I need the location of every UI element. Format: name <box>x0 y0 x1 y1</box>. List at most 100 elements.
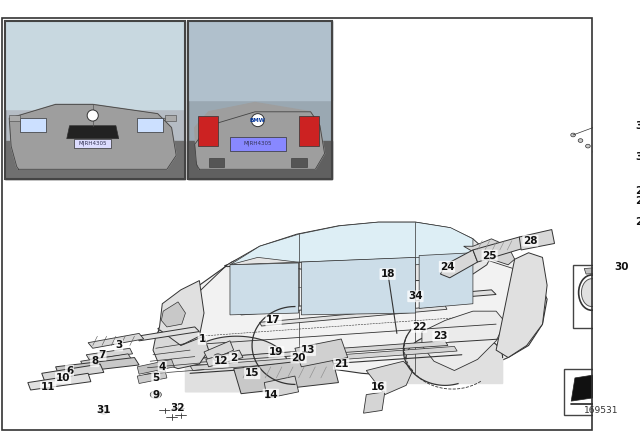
Polygon shape <box>584 267 612 274</box>
Polygon shape <box>26 118 167 132</box>
Text: 33: 33 <box>636 121 640 131</box>
Polygon shape <box>301 258 415 315</box>
Polygon shape <box>42 364 104 381</box>
Polygon shape <box>81 354 132 367</box>
Ellipse shape <box>150 391 161 398</box>
Polygon shape <box>601 196 613 206</box>
Ellipse shape <box>99 407 109 414</box>
Polygon shape <box>195 103 324 169</box>
Text: BMW: BMW <box>250 118 266 123</box>
Text: 15: 15 <box>245 368 259 378</box>
Polygon shape <box>239 290 496 315</box>
Polygon shape <box>496 253 547 358</box>
Text: 5: 5 <box>152 373 159 383</box>
Text: 32: 32 <box>171 403 186 413</box>
Text: 11: 11 <box>41 382 56 392</box>
Text: 23: 23 <box>433 331 448 341</box>
Polygon shape <box>291 158 307 167</box>
Polygon shape <box>230 137 285 151</box>
Bar <box>564 369 638 415</box>
Polygon shape <box>161 302 186 327</box>
Text: 4: 4 <box>159 362 166 372</box>
Text: 18: 18 <box>380 269 395 279</box>
Text: 9: 9 <box>152 390 159 400</box>
Polygon shape <box>186 336 287 392</box>
Polygon shape <box>9 104 176 169</box>
Text: 28: 28 <box>523 236 538 246</box>
Polygon shape <box>406 332 502 383</box>
Text: 16: 16 <box>371 382 385 392</box>
Polygon shape <box>366 361 413 395</box>
Polygon shape <box>67 126 118 139</box>
Bar <box>188 21 332 179</box>
Text: 6: 6 <box>66 366 73 375</box>
Polygon shape <box>9 115 20 121</box>
Text: 2: 2 <box>230 353 237 362</box>
Text: 7: 7 <box>99 350 106 360</box>
Polygon shape <box>157 232 547 376</box>
Ellipse shape <box>596 154 605 160</box>
Bar <box>573 265 640 328</box>
Ellipse shape <box>252 114 264 127</box>
Text: 19: 19 <box>269 347 284 357</box>
Text: 8: 8 <box>91 356 98 366</box>
Polygon shape <box>572 372 620 401</box>
Polygon shape <box>601 211 628 234</box>
Polygon shape <box>157 280 204 345</box>
Polygon shape <box>88 333 144 348</box>
Polygon shape <box>204 341 234 361</box>
Polygon shape <box>137 118 163 132</box>
Polygon shape <box>74 139 111 148</box>
Ellipse shape <box>87 110 99 121</box>
Text: 34: 34 <box>408 291 423 302</box>
Polygon shape <box>190 346 457 370</box>
Ellipse shape <box>578 139 583 142</box>
Polygon shape <box>230 222 473 265</box>
Text: 31: 31 <box>636 152 640 162</box>
Text: M|RH4305: M|RH4305 <box>244 141 272 146</box>
Polygon shape <box>86 348 132 359</box>
Text: 20: 20 <box>291 353 306 362</box>
Ellipse shape <box>581 279 602 306</box>
Text: 14: 14 <box>264 390 278 400</box>
Text: 21: 21 <box>334 359 349 369</box>
Text: 22: 22 <box>412 322 426 332</box>
Text: 31: 31 <box>97 405 111 415</box>
Polygon shape <box>137 359 174 374</box>
Polygon shape <box>165 115 176 121</box>
Polygon shape <box>186 341 448 363</box>
Polygon shape <box>26 109 95 154</box>
Text: 12: 12 <box>214 356 228 366</box>
Polygon shape <box>225 222 492 280</box>
Polygon shape <box>206 350 243 367</box>
Ellipse shape <box>586 144 590 148</box>
Polygon shape <box>473 237 524 262</box>
Polygon shape <box>364 392 385 413</box>
Polygon shape <box>230 263 299 315</box>
Polygon shape <box>198 116 218 146</box>
Text: 169531: 169531 <box>584 406 618 415</box>
Text: M|RH4305: M|RH4305 <box>79 141 107 146</box>
Text: 17: 17 <box>266 315 281 325</box>
Text: 1: 1 <box>198 334 206 344</box>
Text: 30: 30 <box>615 262 629 271</box>
Polygon shape <box>519 229 554 250</box>
Text: 10: 10 <box>56 373 70 383</box>
Polygon shape <box>260 306 447 326</box>
Ellipse shape <box>593 150 598 154</box>
Polygon shape <box>299 116 319 146</box>
Polygon shape <box>137 370 167 383</box>
Polygon shape <box>295 339 348 367</box>
Polygon shape <box>264 376 299 398</box>
Polygon shape <box>20 118 46 132</box>
Bar <box>4 21 186 179</box>
Ellipse shape <box>571 133 575 137</box>
Polygon shape <box>56 358 139 374</box>
Text: 24: 24 <box>440 262 454 271</box>
Polygon shape <box>137 327 200 341</box>
Polygon shape <box>28 373 91 390</box>
Text: 25: 25 <box>483 250 497 261</box>
Polygon shape <box>153 330 209 369</box>
Polygon shape <box>463 239 515 265</box>
Polygon shape <box>440 250 477 278</box>
